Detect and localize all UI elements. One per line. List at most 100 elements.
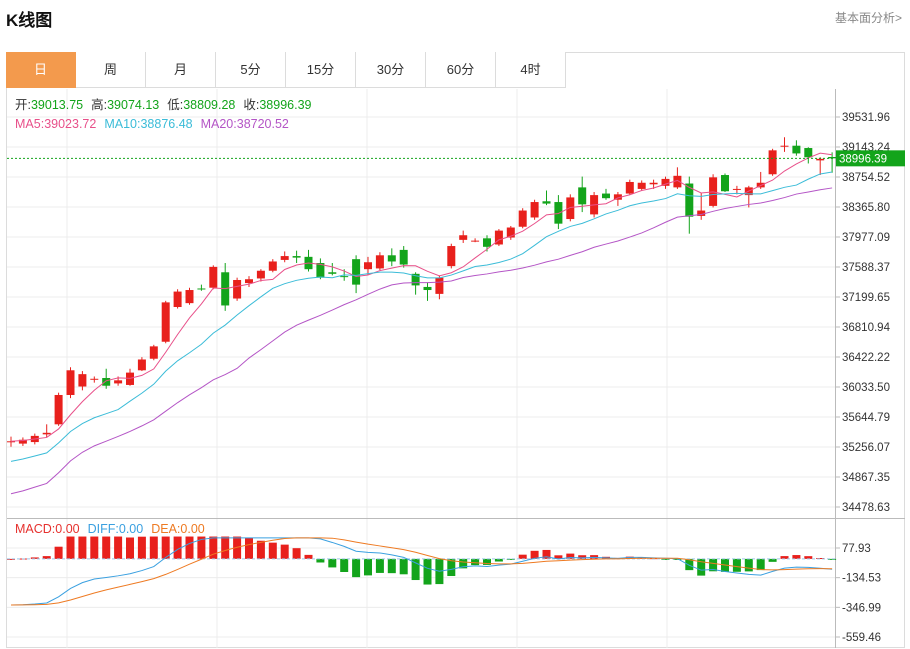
price-tick-label: 36033.50 <box>842 382 890 394</box>
price-tick-label: 38365.80 <box>842 202 890 214</box>
tab-6[interactable]: 60分 <box>426 52 496 88</box>
candle-up <box>54 394 63 425</box>
candle-down <box>399 249 408 265</box>
macd-bar-up <box>173 536 182 559</box>
macd-bar-down <box>483 558 491 565</box>
macd-bar-down <box>387 558 396 574</box>
candle-up <box>256 270 265 279</box>
candle-up <box>137 359 146 371</box>
candle-up <box>518 210 527 227</box>
macd-bar-down <box>732 558 741 572</box>
macd-info-value: 0.00 <box>180 522 204 536</box>
candle-up <box>506 227 515 238</box>
macd-bar-up <box>185 536 194 559</box>
macd-bar-up <box>149 536 158 559</box>
candle-up <box>149 346 158 359</box>
macd-bar-up <box>114 536 123 559</box>
candle-up <box>268 261 277 271</box>
macd-info: MACD:0.00 DIFF:0.00 DEA:0.00 <box>15 522 205 536</box>
candle-down <box>197 288 206 290</box>
macd-bar-up <box>566 553 575 559</box>
ohlc-info-value: 39013.75 <box>31 98 83 112</box>
macd-bar-up <box>197 536 206 559</box>
price-tick-label: 35256.07 <box>842 442 890 454</box>
candle-down <box>685 183 694 217</box>
candle-up <box>732 188 741 190</box>
macd-info-label: MACD: <box>15 522 55 536</box>
macd-tick-label: -559.46 <box>842 632 881 644</box>
candle-down <box>828 156 837 159</box>
candle-down <box>483 238 491 247</box>
macd-bar-down <box>375 558 384 573</box>
candle-up <box>780 145 789 147</box>
tab-7[interactable]: 4时 <box>496 52 566 88</box>
ohlc-info-value: 38809.28 <box>183 98 235 112</box>
candle-down <box>602 193 610 199</box>
ohlc-info-value: 38996.39 <box>259 98 311 112</box>
macd-bar-up <box>90 536 99 559</box>
macd-bar-up <box>161 536 170 559</box>
candle-up <box>78 374 87 387</box>
macd-info-value: 0.00 <box>55 522 79 536</box>
candle-down <box>387 255 396 262</box>
tab-4[interactable]: 15分 <box>286 52 356 88</box>
candle-up <box>375 255 384 269</box>
page-title: K线图 <box>6 11 53 30</box>
price-tick-label: 37588.37 <box>842 262 890 274</box>
period-tabs: 日周月 5分 15分 30分 60分 4时 <box>6 52 566 88</box>
tab-3[interactable]: 5分 <box>216 52 286 88</box>
macd-bar-down <box>328 558 337 568</box>
last-price-label: 38996.39 <box>839 153 887 165</box>
candle-down <box>316 263 325 278</box>
macd-bar-down <box>399 558 408 575</box>
candle-up <box>768 150 777 175</box>
ma-info-value: 39023.72 <box>44 117 96 131</box>
candle-up <box>459 235 468 240</box>
price-tick-label: 39531.96 <box>842 112 890 124</box>
ma-info-label: MA10: <box>104 117 140 131</box>
macd-info-value: 0.00 <box>119 522 143 536</box>
tab-5[interactable]: 30分 <box>356 52 426 88</box>
candle-up <box>816 158 825 161</box>
ohlc-info-label: 高: <box>91 97 107 112</box>
candle-down <box>721 175 729 192</box>
tab-2[interactable]: 月 <box>146 52 216 88</box>
macd-bar-up <box>78 536 87 559</box>
macd-bar-down <box>494 558 503 562</box>
macd-bar-up <box>780 556 789 559</box>
macd-bar-down <box>506 558 515 560</box>
macd-bar-down <box>459 558 468 569</box>
macd-bar-up <box>804 556 813 559</box>
candle-up <box>566 197 575 220</box>
candles <box>7 137 837 447</box>
tab-0[interactable]: 日 <box>6 52 76 88</box>
candle-up <box>18 439 27 444</box>
ma-info-value: 38876.48 <box>140 117 192 131</box>
candle-up <box>637 182 646 189</box>
macd-bar-up <box>816 558 825 560</box>
macd-bar-up <box>209 536 218 559</box>
macd-bar-down <box>661 558 670 560</box>
candle-down <box>292 256 301 258</box>
macd-bar-up <box>221 536 230 559</box>
candle-down <box>102 378 111 386</box>
grid <box>7 89 835 648</box>
macd-bar-up <box>256 540 265 559</box>
macd-bar-up <box>102 536 111 559</box>
tab-1[interactable]: 周 <box>76 52 146 88</box>
candle-up <box>245 279 253 284</box>
macd-bar-up <box>292 548 301 559</box>
fundamental-analysis-link[interactable]: 基本面分析> <box>834 11 902 25</box>
price-tick-label: 38754.52 <box>842 172 890 184</box>
candle-up <box>447 246 456 267</box>
candle-down <box>578 187 587 205</box>
macd-bar-up <box>137 536 146 559</box>
macd-bar-down <box>423 558 432 585</box>
macd-bar-up <box>578 555 587 559</box>
candle-up <box>471 240 480 242</box>
ma-info-value: 38720.52 <box>237 117 289 131</box>
candle-down <box>340 276 349 278</box>
price-tick-label: 34867.35 <box>842 472 890 484</box>
ma-info-label: MA20: <box>201 117 237 131</box>
